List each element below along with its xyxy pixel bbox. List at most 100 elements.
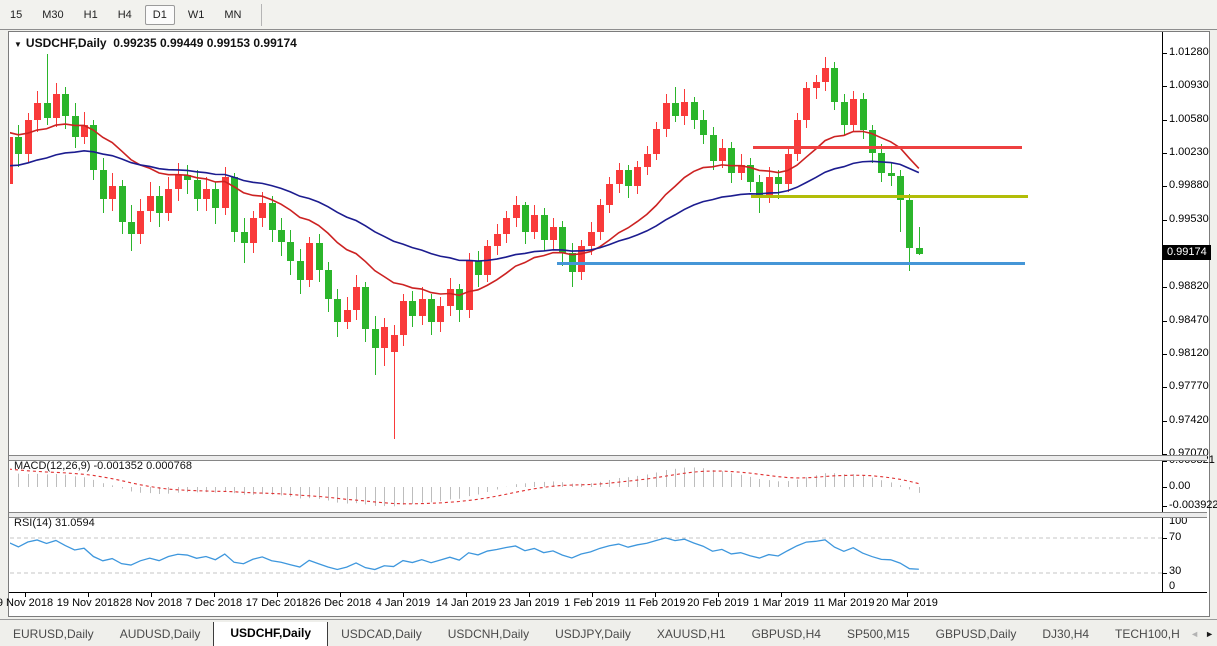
price-axis-label: 0.97770 (1169, 380, 1209, 393)
tab-usdcnh[interactable]: USDCNH,Daily (447, 627, 530, 641)
date-axis-tick (277, 593, 278, 597)
date-axis-label: 19 Nov 2018 (56, 597, 120, 609)
timeframe-toolbar: 15 M30 H1 H4 D1 W1 MN (0, 0, 1217, 30)
timeframe-button-w1[interactable]: W1 (187, 8, 205, 21)
rsi-title: RSI(14) 31.0594 (14, 517, 95, 529)
date-axis-tick (466, 593, 467, 597)
chart-dropdown-icon[interactable]: ▼ (14, 40, 22, 49)
price-axis-label: 1.01280 (1169, 45, 1209, 58)
tab-tech100[interactable]: TECH100,H1 (1115, 627, 1180, 641)
tab-xauusd[interactable]: XAUUSD,H1 (656, 627, 726, 641)
date-axis-tick (25, 593, 26, 597)
rsi-axis-label: 100 (1169, 515, 1188, 527)
date-axis-tick (340, 593, 341, 597)
rsi-panel-splitter[interactable] (9, 512, 1207, 518)
timeframe-button-h1[interactable]: H1 (83, 8, 98, 21)
price-axis-label: 0.98470 (1169, 313, 1209, 326)
macd-axis-label: -0.003922 (1169, 499, 1217, 511)
price-axis-tick (1163, 186, 1167, 188)
rsi-axis-tick (1163, 538, 1167, 539)
symbol-tabbar: EURUSD,Daily AUDUSD,Daily USDCHF,Daily USDC… (0, 619, 1217, 646)
timeframe-button-mn[interactable]: MN (224, 8, 242, 21)
macd-axis-tick (1163, 506, 1167, 507)
timeframe-button-15[interactable]: 15 (10, 8, 23, 21)
date-axis-label: 17 Dec 2018 (245, 597, 309, 609)
toolbar-separator (261, 3, 263, 26)
chart-ohlc-values: 0.99235 0.99449 0.99153 0.99174 (113, 36, 297, 50)
date-axis-label: 14 Jan 2019 (435, 597, 497, 609)
chart-symbol-label: USDCHF,Daily (25, 36, 107, 50)
date-axis-tick (781, 593, 782, 597)
date-axis-label: 1 Mar 2019 (753, 597, 809, 609)
price-axis-tick (1163, 219, 1167, 221)
date-axis-tick (88, 593, 89, 597)
macd-axis-label: 0.00 (1169, 480, 1191, 492)
date-axis-label: 11 Mar 2019 (813, 597, 875, 609)
price-axis-label: 0.98820 (1169, 280, 1209, 293)
rsi-axis-label: 30 (1169, 565, 1182, 577)
date-axis-tick (214, 593, 215, 597)
tab-scroll-left-icon[interactable]: ◄ (1190, 629, 1200, 639)
date-axis-label: 20 Feb 2019 (687, 597, 749, 609)
price-axis-label: 0.97420 (1169, 413, 1209, 426)
date-axis-tick (151, 593, 152, 597)
date-axis-label: 28 Nov 2018 (119, 597, 183, 609)
rsi-value: 31.0594 (54, 517, 95, 529)
tab-dj30[interactable]: DJ30,H4 (1042, 627, 1090, 641)
tab-sp500[interactable]: SP500,M15 (846, 627, 910, 641)
price-axis-tick (1163, 52, 1167, 54)
date-axis-label: 4 Jan 2019 (375, 597, 431, 609)
tab-usdjpy[interactable]: USDJPY,Daily (555, 627, 631, 641)
price-axis-tick (1163, 86, 1167, 88)
tab-eurusd[interactable]: EURUSD,Daily (13, 627, 94, 641)
price-axis-tick (1163, 119, 1167, 121)
price-axis-tick (1163, 453, 1167, 455)
date-axis-tick (844, 593, 845, 597)
price-axis-label: 0.98120 (1169, 346, 1209, 359)
rsi-axis-label: 70 (1169, 531, 1182, 543)
date-axis-separator (9, 592, 1207, 593)
price-axis-tick (1163, 387, 1167, 389)
price-axis-label: 1.00580 (1169, 112, 1209, 125)
timeframe-button-d1[interactable]: D1 (144, 4, 175, 25)
date-axis-tick (403, 593, 404, 597)
tab-scroll-right-icon[interactable]: ► (1205, 629, 1214, 639)
symbol-tabs: EURUSD,Daily AUDUSD,Daily USDCHF,Daily USDC… (0, 622, 1180, 646)
timeframe-button-h4[interactable]: H4 (117, 8, 132, 21)
price-axis-tick (1163, 287, 1167, 289)
tab-audusd[interactable]: AUDUSD,Daily (119, 627, 201, 641)
chart-title: ▼ USDCHF,Daily 0.99235 0.99449 0.99153 0.… (14, 36, 297, 50)
date-axis-label: 11 Feb 2019 (624, 597, 686, 609)
date-axis-label: 7 Dec 2018 (185, 597, 243, 609)
tab-scroll-arrows: ◄ ► (1190, 628, 1214, 640)
date-axis-tick (907, 593, 908, 597)
chart-window: ▼ USDCHF,Daily 0.99235 0.99449 0.99153 0.… (0, 31, 1217, 617)
price-axis-label: 1.00230 (1169, 145, 1209, 158)
timeframe-button-m30[interactable]: M30 (42, 8, 64, 21)
tab-gbpusd[interactable]: GBPUSD,Daily (935, 627, 1017, 641)
price-axis-tick (1163, 353, 1167, 355)
tab-gbpusd[interactable]: GBPUSD,H4 (751, 627, 821, 641)
macd-axis-tick (1163, 487, 1167, 488)
rsi-axis-tick (1163, 573, 1167, 574)
price-axis-tick (1163, 420, 1167, 422)
macd-title: MACD(12,26,9) -0.001352 0.000768 (14, 460, 192, 472)
macd-values: -0.001352 0.000768 (93, 460, 192, 472)
price-axis-tick (1163, 320, 1167, 322)
tab-usdcad[interactable]: USDCAD,Daily (341, 627, 422, 641)
price-axis-label: 0.99530 (1169, 212, 1209, 225)
date-axis-label: 23 Jan 2019 (498, 597, 560, 609)
date-axis-tick (655, 593, 656, 597)
date-axis-label: 1 Feb 2019 (564, 597, 620, 609)
price-axis-tick (1163, 152, 1167, 154)
macd-axis-tick (1163, 461, 1167, 462)
date-axis-label: 26 Dec 2018 (308, 597, 372, 609)
tab-usdchf[interactable]: USDCHF,Daily (213, 622, 329, 646)
candlestick-chart-canvas[interactable] (10, 32, 1162, 593)
macd-panel-splitter[interactable] (9, 455, 1207, 461)
date-axis-tick (529, 593, 530, 597)
date-axis-label: 9 Nov 2018 (0, 597, 54, 609)
date-axis-tick (718, 593, 719, 597)
date-axis-label: 20 Mar 2019 (876, 597, 938, 609)
